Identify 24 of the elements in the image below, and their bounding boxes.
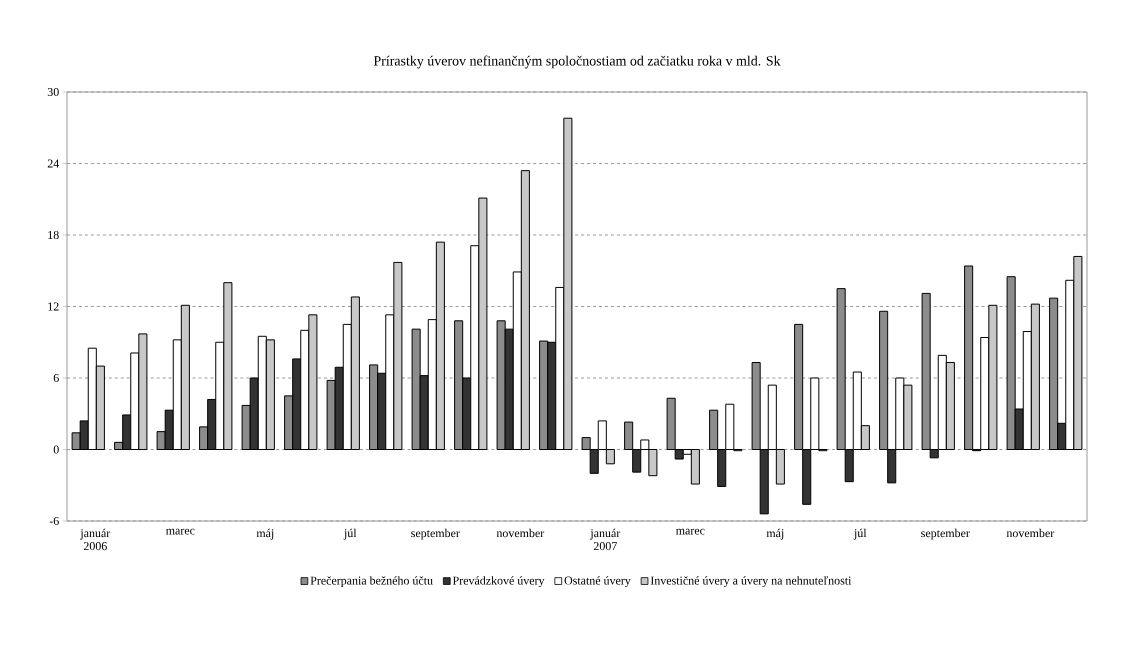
x-tick-label: november [496, 528, 545, 538]
x-tick-label: január 2006 [80, 528, 111, 551]
chart-title: Prírastky úverov nefinančným spoločnostiam od začiatku roka v mld. Sk [373, 55, 781, 69]
x-tick-label: júl [853, 528, 867, 540]
y-tick-label: -6 [49, 516, 59, 526]
x-tick-label: júl [343, 528, 357, 540]
x-tick-label: máj [766, 528, 784, 540]
legend-label: Investičné úvery a úvery na nehnuteľnosti [650, 576, 852, 588]
legend-label: Ostatné úvery [564, 576, 631, 588]
legend-label: Prevádzkové úvery [452, 576, 545, 588]
x-tick-label: marec [675, 528, 705, 535]
x-tick-label: september [921, 528, 970, 540]
y-tick-label: 30 [47, 87, 59, 97]
x-tick-label: marec [165, 528, 195, 535]
legend-label: Prečerpania bežného účtu [310, 576, 433, 588]
y-tick-label: 0 [53, 445, 59, 454]
x-tick-label: máj [256, 528, 274, 540]
x-tick-label: november [1006, 528, 1055, 538]
y-tick-label: 18 [48, 230, 59, 240]
y-tick-label: 6 [53, 373, 59, 383]
y-tick-label: 24 [47, 159, 60, 168]
x-tick-label: september [411, 528, 460, 540]
y-tick-label: 12 [48, 302, 59, 311]
x-tick-label: január 2007 [590, 528, 621, 551]
